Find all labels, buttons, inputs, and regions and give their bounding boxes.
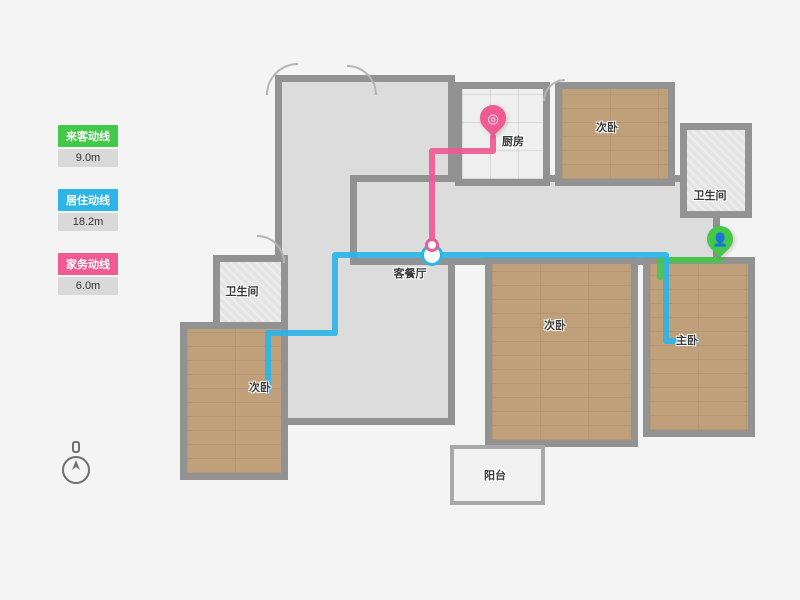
flow-node-pin: ◎ [480,105,506,137]
legend-living-value: 18.2m [58,213,118,231]
flow-node-pin: 👤 [707,226,733,258]
flow-node-ring [425,238,439,252]
room-bed-mid [485,257,638,447]
legend-living-label: 居住动线 [58,189,118,211]
compass-icon [60,440,92,486]
legend-item-housework: 家务动线 6.0m [58,253,118,295]
legend: 来客动线 9.0m 居住动线 18.2m 家务动线 6.0m [58,125,118,317]
room-bed-sw [180,322,288,480]
room-bath-ne [680,123,752,218]
room-hall [350,175,720,265]
room-bed-ne [555,82,675,186]
legend-guest-label: 来客动线 [58,125,118,147]
legend-item-living: 居住动线 18.2m [58,189,118,231]
legend-item-guest: 来客动线 9.0m [58,125,118,167]
legend-housework-label: 家务动线 [58,253,118,275]
room-balcony [450,445,545,505]
legend-housework-value: 6.0m [58,277,118,295]
room-bed-master [643,257,755,437]
legend-guest-value: 9.0m [58,149,118,167]
floor-plan: ◎👤 客餐厅厨房次卧卫生间主卧次卧卫生间次卧阳台 [180,75,770,520]
